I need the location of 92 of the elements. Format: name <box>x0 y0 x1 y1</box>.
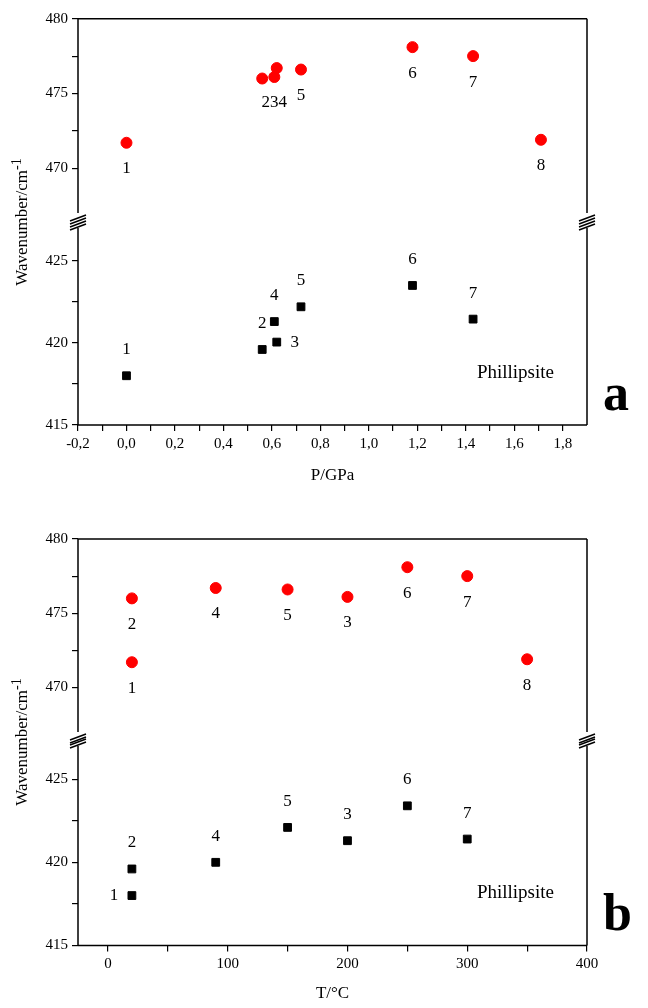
annotation: 7 <box>468 282 478 302</box>
point <box>127 891 137 900</box>
annotation: 1 <box>122 158 131 178</box>
y-tick-label: 475 <box>45 604 68 621</box>
annotation: 5 <box>283 790 292 810</box>
point <box>461 570 474 583</box>
x-tick-label: 0,4 <box>214 434 234 451</box>
point <box>120 136 133 149</box>
y-tick-label: 425 <box>45 251 68 268</box>
annotation: Phillipsite <box>476 881 554 903</box>
annotation: 1 <box>122 339 131 359</box>
point <box>406 41 419 54</box>
annotation: 7 <box>462 591 472 611</box>
x-tick-label: 0,2 <box>165 434 185 451</box>
annotation: Phillipsite <box>476 360 554 382</box>
annotation: 8 <box>522 674 532 694</box>
y-tick-label: 480 <box>45 529 68 546</box>
x-tick-label: 0,0 <box>117 434 136 451</box>
y-tick-label: 420 <box>45 333 68 350</box>
point <box>468 314 478 324</box>
annotation: 6 <box>408 248 417 268</box>
y-tick-label: 475 <box>45 84 68 101</box>
point <box>122 371 131 381</box>
y-tick-label: 480 <box>45 9 68 26</box>
point <box>257 345 267 354</box>
x-tick-label: 0 <box>104 955 112 972</box>
annotation: 3 <box>343 612 352 632</box>
y-tick-label: 420 <box>45 853 68 870</box>
annotation: 6 <box>403 582 412 602</box>
point <box>521 653 534 666</box>
point <box>467 50 480 63</box>
annotation: 6 <box>408 62 417 82</box>
x-tick-label: 1,6 <box>504 434 525 451</box>
text: a <box>603 364 629 421</box>
annotation: 234 <box>261 92 288 112</box>
x-tick-label: 0,6 <box>262 434 282 451</box>
x-tick-label: 400 <box>575 955 599 972</box>
point <box>269 317 279 326</box>
annotation: 2 <box>127 613 137 633</box>
annotation: 4 <box>270 285 280 305</box>
point <box>125 592 138 605</box>
annotation: 5 <box>283 604 292 624</box>
annotation: 7 <box>462 802 472 822</box>
y-tick-label: 415 <box>45 415 68 432</box>
point <box>401 561 414 574</box>
x-tick-label: 1,8 <box>553 434 573 451</box>
point <box>296 302 306 312</box>
annotation: 6 <box>403 769 412 789</box>
point <box>256 72 269 85</box>
annotation: 4 <box>211 603 221 623</box>
annotation: 7 <box>468 71 478 91</box>
point <box>125 656 138 669</box>
annotation: 1 <box>127 677 137 697</box>
x-tick-label: 300 <box>455 955 479 972</box>
annotation: 1 <box>109 885 119 905</box>
annotation: 3 <box>290 331 299 351</box>
point <box>402 801 412 811</box>
annotation: 2 <box>127 832 137 852</box>
annotation: 5 <box>296 85 306 105</box>
point <box>209 581 222 594</box>
point <box>341 590 354 603</box>
point <box>408 281 417 290</box>
point <box>343 836 352 846</box>
annotation: 4 <box>211 825 221 845</box>
y-tick-label: 470 <box>45 159 68 176</box>
point <box>268 71 281 84</box>
point <box>127 864 137 874</box>
x-tick-label: 0,8 <box>311 434 330 451</box>
x-tick-label: 1,0 <box>359 434 379 451</box>
x-tick-label: 1,2 <box>407 434 427 451</box>
point <box>211 857 221 867</box>
x-axis-title: T/°C <box>315 983 350 1003</box>
point <box>294 63 307 76</box>
x-tick-label: 200 <box>336 955 359 972</box>
point <box>462 834 472 844</box>
annotation: 5 <box>296 270 306 290</box>
y-tick-label: 425 <box>45 770 68 787</box>
x-tick-label: 100 <box>216 955 239 972</box>
y-tick-label: 415 <box>45 936 68 953</box>
annotation: 8 <box>536 155 546 175</box>
point <box>534 133 547 146</box>
text: b <box>603 884 632 942</box>
annotation: 3 <box>343 804 352 824</box>
annotation: 2 <box>257 312 267 332</box>
x-tick-label: -0,2 <box>66 434 90 451</box>
point <box>281 583 294 596</box>
x-axis-title: P/GPa <box>310 465 355 485</box>
point <box>270 62 283 75</box>
point <box>272 337 282 347</box>
y-tick-label: 470 <box>45 678 68 695</box>
x-tick-label: 1,4 <box>456 434 476 451</box>
point <box>283 823 292 832</box>
